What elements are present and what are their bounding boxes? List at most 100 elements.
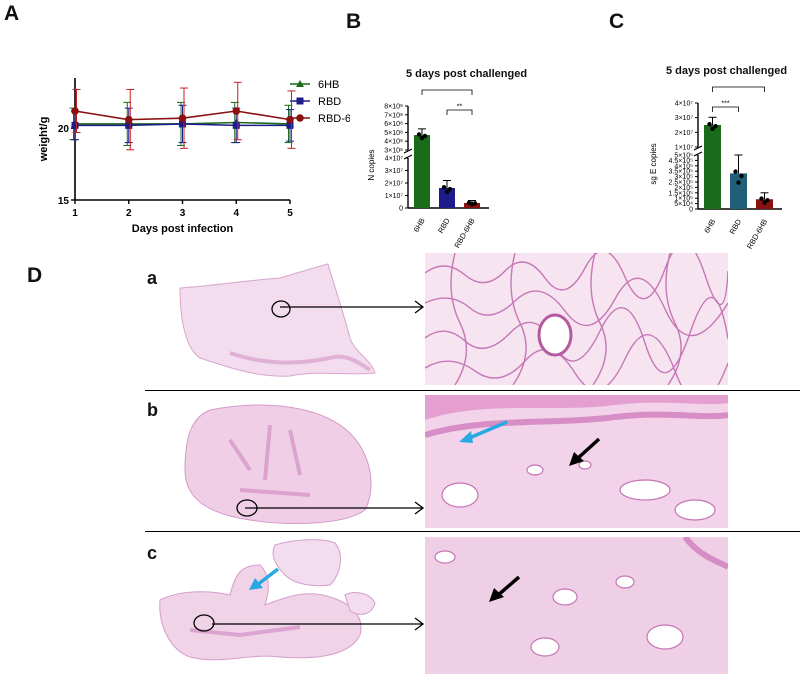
y-tick-label: 1×10⁷ bbox=[385, 193, 404, 200]
significance-bracket bbox=[421, 89, 473, 95]
x-tick-label: 5 bbox=[287, 208, 293, 219]
legend-label: RBD-6HB bbox=[318, 113, 350, 125]
y-tick-label: 1×10⁵ bbox=[674, 196, 693, 203]
x-tick-label: RBD bbox=[436, 216, 452, 235]
replicate-point bbox=[713, 123, 718, 129]
histology-image-c bbox=[425, 537, 728, 674]
y-tick-label: 4×10⁷ bbox=[675, 101, 694, 108]
panel-b-letter: B bbox=[346, 10, 362, 33]
chart-b-title: 5 days post challenged bbox=[406, 68, 528, 80]
significance-label: **** bbox=[733, 85, 744, 88]
row-a-letter: a bbox=[147, 268, 158, 288]
legend-label: RBD bbox=[318, 96, 341, 108]
data-point bbox=[232, 107, 241, 115]
replicate-point bbox=[419, 135, 425, 141]
arrow-connector-b bbox=[245, 501, 425, 515]
replicate-point bbox=[739, 173, 744, 179]
legend-marker bbox=[296, 114, 304, 122]
replicate-point bbox=[441, 185, 447, 190]
axis-break-mark bbox=[693, 145, 703, 151]
y-tick-label: 1×10⁷ bbox=[675, 145, 694, 152]
y-tick-label: 5×10⁸ bbox=[384, 130, 403, 137]
data-point bbox=[71, 107, 79, 115]
row-c-letter: c bbox=[147, 543, 158, 563]
replicate-point bbox=[447, 186, 453, 192]
row-divider bbox=[145, 531, 800, 532]
replicate-point bbox=[710, 126, 715, 132]
lung-section-overview-c bbox=[159, 539, 376, 661]
significance-bracket bbox=[712, 106, 739, 112]
x-tick-label: 6HB bbox=[702, 218, 717, 235]
significance-bracket bbox=[712, 86, 765, 92]
y-tick-label: 6×10⁸ bbox=[384, 121, 403, 128]
replicate-point bbox=[469, 202, 475, 207]
replicate-point bbox=[733, 169, 738, 174]
blue-arrow-marker bbox=[459, 420, 508, 443]
legend-label: 6HB bbox=[318, 79, 339, 91]
weight-line-chart: 15 20 1 2 3 4 5 Days post infection weight/g 6HB R… bbox=[38, 78, 350, 235]
panel-c-letter: C bbox=[609, 10, 625, 33]
data-point bbox=[178, 114, 187, 122]
y-tick-label: 4×10⁵ bbox=[674, 163, 693, 170]
black-arrow-marker-c bbox=[489, 575, 521, 602]
significance-label: *** bbox=[721, 101, 729, 108]
panel-a-letter: A bbox=[4, 2, 20, 25]
histology-image-a bbox=[425, 253, 728, 385]
y-tick-label: 2×10⁷ bbox=[385, 181, 404, 188]
x-tick-label: 4 bbox=[233, 208, 239, 219]
replicate-point bbox=[416, 132, 422, 137]
y-tick-label: 3×10⁵ bbox=[674, 174, 693, 181]
y-tick-label: 3×10⁷ bbox=[675, 115, 694, 122]
y-tick-label: 3×10⁸ bbox=[384, 148, 403, 155]
y-tick-label: 15 bbox=[58, 196, 70, 207]
y-axis-label: weight/g bbox=[38, 117, 50, 163]
legend-marker bbox=[296, 80, 304, 87]
x-tick-label: 1 bbox=[72, 208, 78, 219]
y-tick-label: 8×10⁸ bbox=[384, 104, 403, 111]
x-axis-label: Days post infection bbox=[132, 223, 234, 235]
y-tick-label: 4×10⁸ bbox=[384, 139, 403, 146]
y-tick-label: 2×10⁷ bbox=[675, 130, 694, 137]
bar-RBD bbox=[439, 188, 455, 208]
replicate-point bbox=[765, 198, 770, 203]
y-tick-label: 3.5×10⁵ bbox=[668, 169, 693, 176]
x-tick-label: 6HB bbox=[412, 217, 427, 234]
data-point bbox=[124, 115, 133, 124]
y-tick-label: 0 bbox=[399, 206, 403, 213]
significance-bracket bbox=[446, 109, 473, 115]
replicate-point bbox=[707, 122, 712, 127]
y-tick-label: 7×10⁸ bbox=[384, 112, 403, 119]
sg-e-copies-bar-chart: 1×10⁷ 2×10⁷ 3×10⁷ 4×10⁷ 05×10⁴1×10⁵1.5×10⁵2×… bbox=[649, 85, 782, 250]
axis-break-mark bbox=[403, 148, 413, 154]
y-tick-label: 20 bbox=[58, 124, 70, 135]
data-point bbox=[125, 121, 133, 129]
data-point bbox=[179, 120, 186, 128]
replicate-point bbox=[736, 180, 741, 185]
y-tick-label: 4×10⁷ bbox=[385, 156, 404, 163]
data-point bbox=[286, 121, 294, 129]
replicate-point bbox=[762, 200, 767, 205]
y-axis-label: sg E copies bbox=[649, 143, 658, 184]
lung-section-overview-a bbox=[179, 263, 376, 377]
bar-6HB bbox=[704, 125, 721, 209]
row-b-letter: b bbox=[147, 400, 158, 420]
panel-d-letter: D bbox=[27, 264, 43, 287]
bar-6HB bbox=[414, 135, 430, 208]
y-tick-label: 4.5×10⁵ bbox=[668, 158, 693, 165]
y-tick-label: 2×10⁵ bbox=[674, 185, 693, 192]
data-point bbox=[286, 115, 294, 124]
replicate-point bbox=[759, 196, 764, 201]
replicate-point bbox=[444, 189, 450, 194]
data-point bbox=[71, 121, 79, 129]
black-arrow-marker bbox=[569, 437, 601, 466]
chart-c-title: 5 days post challenged bbox=[666, 65, 788, 77]
y-tick-label: 5×10⁴ bbox=[674, 201, 693, 208]
data-point bbox=[232, 121, 240, 129]
significance-label: *** bbox=[443, 88, 451, 91]
y-tick-label: 5×10⁵ bbox=[674, 153, 693, 160]
x-tick-label: 3 bbox=[180, 208, 186, 219]
arrow-connector-c bbox=[212, 617, 425, 631]
bar-RBD bbox=[730, 173, 747, 209]
x-tick-label: RBD-6HB bbox=[452, 217, 476, 249]
